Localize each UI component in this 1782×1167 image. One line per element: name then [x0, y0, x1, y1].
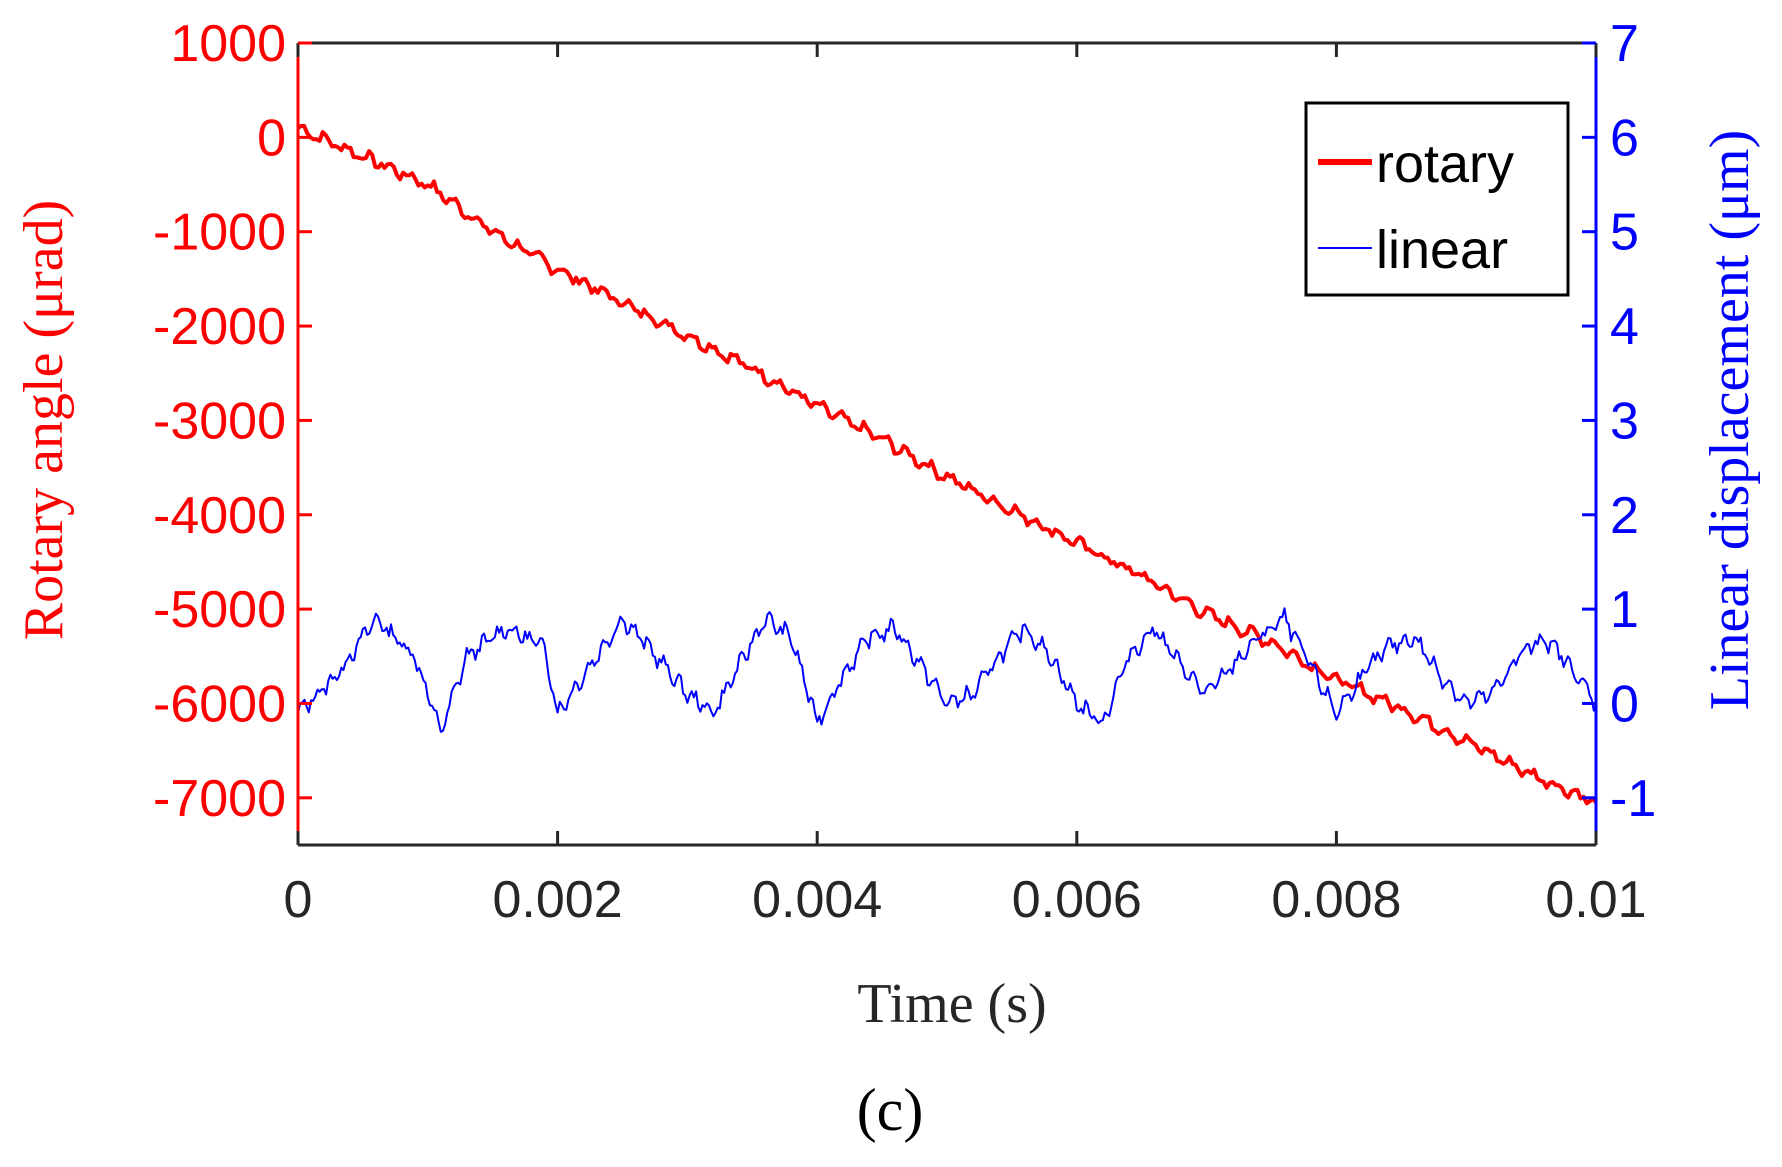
tick-labels: 0 0.002 0.004 0.006 0.008 0.01 1000 0 -1000 -2000…	[153, 15, 1656, 929]
x-tick-label: 0.002	[493, 871, 623, 929]
legend-label-linear: linear	[1376, 220, 1508, 280]
left-y-tick-label: -6000	[153, 675, 286, 733]
right-y-tick-label: 0	[1610, 675, 1639, 733]
right-y-tick-label: 2	[1610, 487, 1639, 545]
right-y-tick-label: 4	[1610, 298, 1639, 356]
left-y-tick-label: -2000	[153, 298, 286, 356]
left-y-axis-label: Rotary angle (μrad)	[13, 200, 75, 641]
left-y-tick-label: -7000	[153, 770, 286, 828]
legend-label-rotary: rotary	[1376, 134, 1514, 194]
right-y-tick-label: 5	[1610, 204, 1639, 262]
left-y-tick-label: -4000	[153, 487, 286, 545]
x-tick-label: 0.006	[1012, 871, 1142, 929]
right-y-axis-label: Linear displacement (μm)	[1699, 130, 1761, 710]
x-tick-label: 0.008	[1271, 871, 1401, 929]
x-tick-label: 0.004	[752, 871, 882, 929]
left-y-tick-label: 0	[257, 109, 286, 167]
axes-layer	[296, 41, 1598, 847]
series-line-linear	[297, 607, 1597, 733]
right-y-tick-label: 6	[1610, 109, 1639, 167]
legend: rotary linear	[1304, 101, 1570, 297]
x-axis-label: Time (s)	[857, 973, 1046, 1035]
series-line-rotary	[296, 124, 1598, 806]
left-y-tick-label: -5000	[153, 581, 286, 639]
right-y-tick-label: 3	[1610, 392, 1639, 450]
legend-box	[1304, 101, 1570, 297]
left-y-tick-label: -3000	[153, 392, 286, 450]
x-tick-label: 0.01	[1545, 871, 1646, 929]
right-y-tick-label: 7	[1610, 15, 1639, 73]
figure-caption: (c)	[857, 1077, 924, 1143]
left-y-tick-label: 1000	[170, 15, 286, 73]
right-y-tick-label: 1	[1610, 581, 1639, 639]
series-layer	[296, 124, 1598, 806]
x-tick-label: 0	[284, 871, 313, 929]
left-y-tick-label: -1000	[153, 204, 286, 262]
right-y-tick-label: -1	[1610, 770, 1656, 828]
